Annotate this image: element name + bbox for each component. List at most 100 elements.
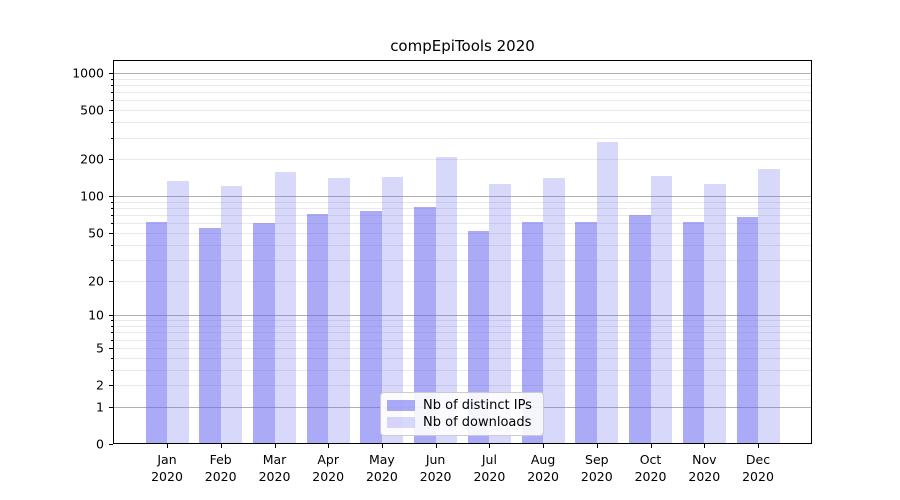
y-tick-label: 1000 xyxy=(72,65,104,81)
y-tick-mark xyxy=(109,347,113,349)
legend-item-distinct-ips: Nb of distinct IPs xyxy=(387,397,537,414)
y-tick-mark xyxy=(109,232,113,234)
y-tick-label: 200 xyxy=(80,151,104,167)
gridline-minor xyxy=(113,208,812,209)
legend-label-distinct-ips: Nb of distinct IPs xyxy=(423,398,532,413)
y-minor-tick-mark xyxy=(111,137,113,139)
bar-nb-of-distinct-ips-feb xyxy=(199,227,221,444)
gridline-minor xyxy=(113,159,812,161)
x-tick-label-aug: Aug 2020 xyxy=(527,452,559,484)
plot-area xyxy=(113,60,812,444)
x-tick-label-mar: Mar 2020 xyxy=(258,452,291,484)
bar-nb-of-downloads-dec xyxy=(758,168,780,444)
gridline-minor xyxy=(113,244,812,246)
bar-nb-of-distinct-ips-aug xyxy=(521,222,544,444)
x-tick-label-jul: Jul 2020 xyxy=(473,452,506,484)
gridline-minor xyxy=(113,385,812,386)
y-minor-tick-mark xyxy=(111,84,113,86)
x-tick-label-jun: Jun 2020 xyxy=(419,452,452,484)
gridline-minor xyxy=(113,92,812,94)
bar-nb-of-distinct-ips-jun xyxy=(414,207,436,444)
bar-nb-of-downloads-may xyxy=(381,176,404,444)
y-tick-mark xyxy=(109,385,113,386)
gridline-minor xyxy=(113,78,812,80)
y-minor-tick-mark xyxy=(111,215,113,217)
gridline-minor xyxy=(113,280,812,282)
y-tick-mark xyxy=(109,196,113,198)
gridline-major xyxy=(113,196,812,198)
x-tick-mark xyxy=(328,444,330,448)
bar-nb-of-distinct-ips-jan xyxy=(145,221,167,444)
y-tick-label: 0 xyxy=(96,436,104,452)
x-tick-label-oct: Oct 2020 xyxy=(634,452,667,484)
x-tick-label-nov: Nov 2020 xyxy=(688,452,721,484)
y-tick-mark xyxy=(109,315,113,317)
legend-swatch-distinct-ips xyxy=(387,400,415,411)
legend-label-downloads: Nb of downloads xyxy=(423,415,532,430)
gridline-minor xyxy=(113,259,812,261)
bar-nb-of-distinct-ips-jul xyxy=(467,230,490,444)
y-tick-label: 5 xyxy=(96,340,104,356)
y-minor-tick-mark xyxy=(111,223,113,225)
x-tick-label-jan: Jan 2020 xyxy=(151,452,183,484)
x-tick-mark xyxy=(381,444,383,448)
y-tick-label: 20 xyxy=(88,273,104,288)
bar-nb-of-distinct-ips-dec xyxy=(736,216,758,444)
y-tick-label: 2 xyxy=(96,377,104,393)
x-tick-mark xyxy=(704,444,706,448)
gridline-minor xyxy=(113,369,812,371)
y-minor-tick-mark xyxy=(111,339,113,341)
y-minor-tick-mark xyxy=(111,320,113,322)
y-minor-tick-mark xyxy=(111,244,113,246)
x-tick-mark xyxy=(220,444,222,448)
y-tick-mark xyxy=(109,406,113,408)
chart-title: compEpiTools 2020 xyxy=(390,37,535,55)
bar-nb-of-distinct-ips-mar xyxy=(253,223,275,444)
y-tick-label: 500 xyxy=(80,102,104,118)
gridline-minor xyxy=(113,332,812,334)
legend-swatch-downloads xyxy=(387,417,415,428)
bar-nb-of-downloads-oct xyxy=(650,175,672,444)
gridline-minor xyxy=(113,232,812,234)
x-tick-mark xyxy=(274,444,276,448)
bar-nb-of-distinct-ips-oct xyxy=(629,215,651,444)
y-tick-label: 100 xyxy=(80,188,104,204)
bar-nb-of-downloads-jul xyxy=(489,184,511,444)
gridline-major xyxy=(113,315,812,317)
bar-nb-of-downloads-sep xyxy=(596,141,619,444)
bar-nb-of-distinct-ips-sep xyxy=(575,221,597,444)
y-tick-label: 10 xyxy=(88,307,104,323)
y-tick-mark xyxy=(109,159,113,161)
x-tick-mark xyxy=(167,444,168,448)
gridline-minor xyxy=(113,320,812,322)
y-minor-tick-mark xyxy=(111,259,113,261)
bar-nb-of-downloads-nov xyxy=(704,184,726,444)
bar-nb-of-downloads-feb xyxy=(220,185,243,444)
legend: Nb of distinct IPs Nb of downloads xyxy=(380,392,544,436)
bar-nb-of-downloads-apr xyxy=(328,178,350,444)
gridline-minor xyxy=(113,339,812,341)
gridline-minor xyxy=(113,100,812,102)
y-tick-mark xyxy=(109,110,113,112)
y-minor-tick-mark xyxy=(111,332,113,334)
x-tick-mark xyxy=(435,444,437,448)
x-tick-mark xyxy=(650,444,652,448)
bar-nb-of-downloads-aug xyxy=(543,178,565,444)
gridline-minor xyxy=(113,326,812,327)
y-minor-tick-mark xyxy=(111,326,113,327)
bar-nb-of-downloads-jun xyxy=(435,157,458,444)
x-tick-mark xyxy=(758,444,759,448)
gridline-minor xyxy=(113,347,812,349)
y-tick-label: 50 xyxy=(88,225,104,241)
y-tick-label: 1 xyxy=(96,399,104,415)
y-minor-tick-mark xyxy=(111,100,113,102)
x-tick-label-dec: Dec 2020 xyxy=(742,452,774,484)
bar-nb-of-distinct-ips-may xyxy=(360,211,382,444)
y-minor-tick-mark xyxy=(111,92,113,94)
x-tick-mark xyxy=(489,444,491,448)
y-minor-tick-mark xyxy=(111,78,113,80)
y-minor-tick-mark xyxy=(111,201,113,203)
gridline-minor xyxy=(113,215,812,217)
bar-nb-of-downloads-jan xyxy=(167,180,189,444)
